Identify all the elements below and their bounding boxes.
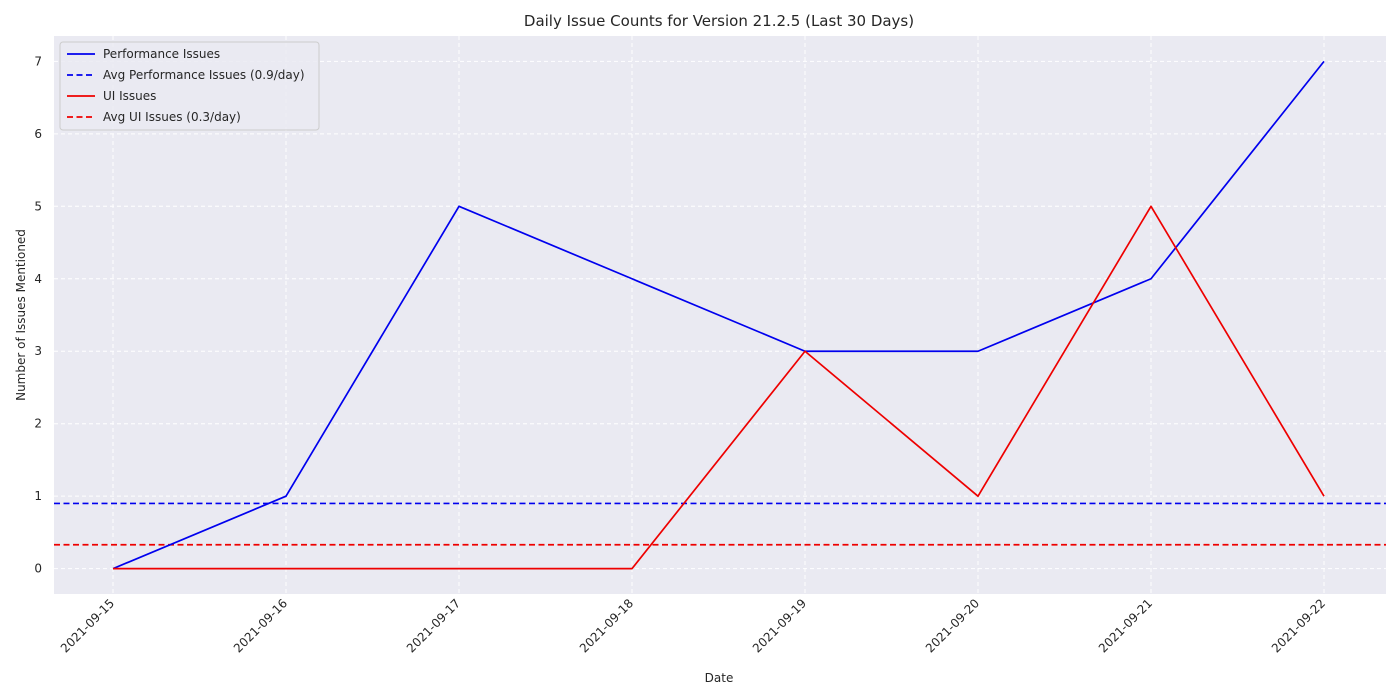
y-tick-label: 6 [34, 127, 42, 141]
y-tick-label: 0 [34, 562, 42, 576]
legend-label: UI Issues [103, 89, 156, 103]
y-tick-label: 1 [34, 489, 42, 503]
legend-label: Performance Issues [103, 47, 220, 61]
y-tick-label: 3 [34, 344, 42, 358]
y-tick-label: 5 [34, 199, 42, 213]
legend-label: Avg UI Issues (0.3/day) [103, 110, 241, 124]
y-tick-labels: 0 1 2 3 4 5 6 7 [34, 54, 42, 575]
chart-title: Daily Issue Counts for Version 21.2.5 (L… [524, 12, 914, 30]
y-tick-label: 2 [34, 417, 42, 431]
x-axis-label: Date [705, 671, 734, 685]
legend: Performance Issues Avg Performance Issues… [59, 41, 320, 131]
y-tick-label: 4 [34, 272, 42, 286]
series-lines [112, 60, 1325, 570]
legend-box [59, 41, 320, 131]
series-line [113, 205, 1325, 570]
y-tick-label: 7 [34, 54, 42, 68]
y-axis-label: Number of Issues Mentioned [14, 229, 28, 401]
y-gridlines [54, 60, 1386, 570]
legend-label: Avg Performance Issues (0.9/day) [103, 68, 305, 82]
series-line [112, 60, 1325, 570]
reference-lines [54, 502, 1386, 546]
